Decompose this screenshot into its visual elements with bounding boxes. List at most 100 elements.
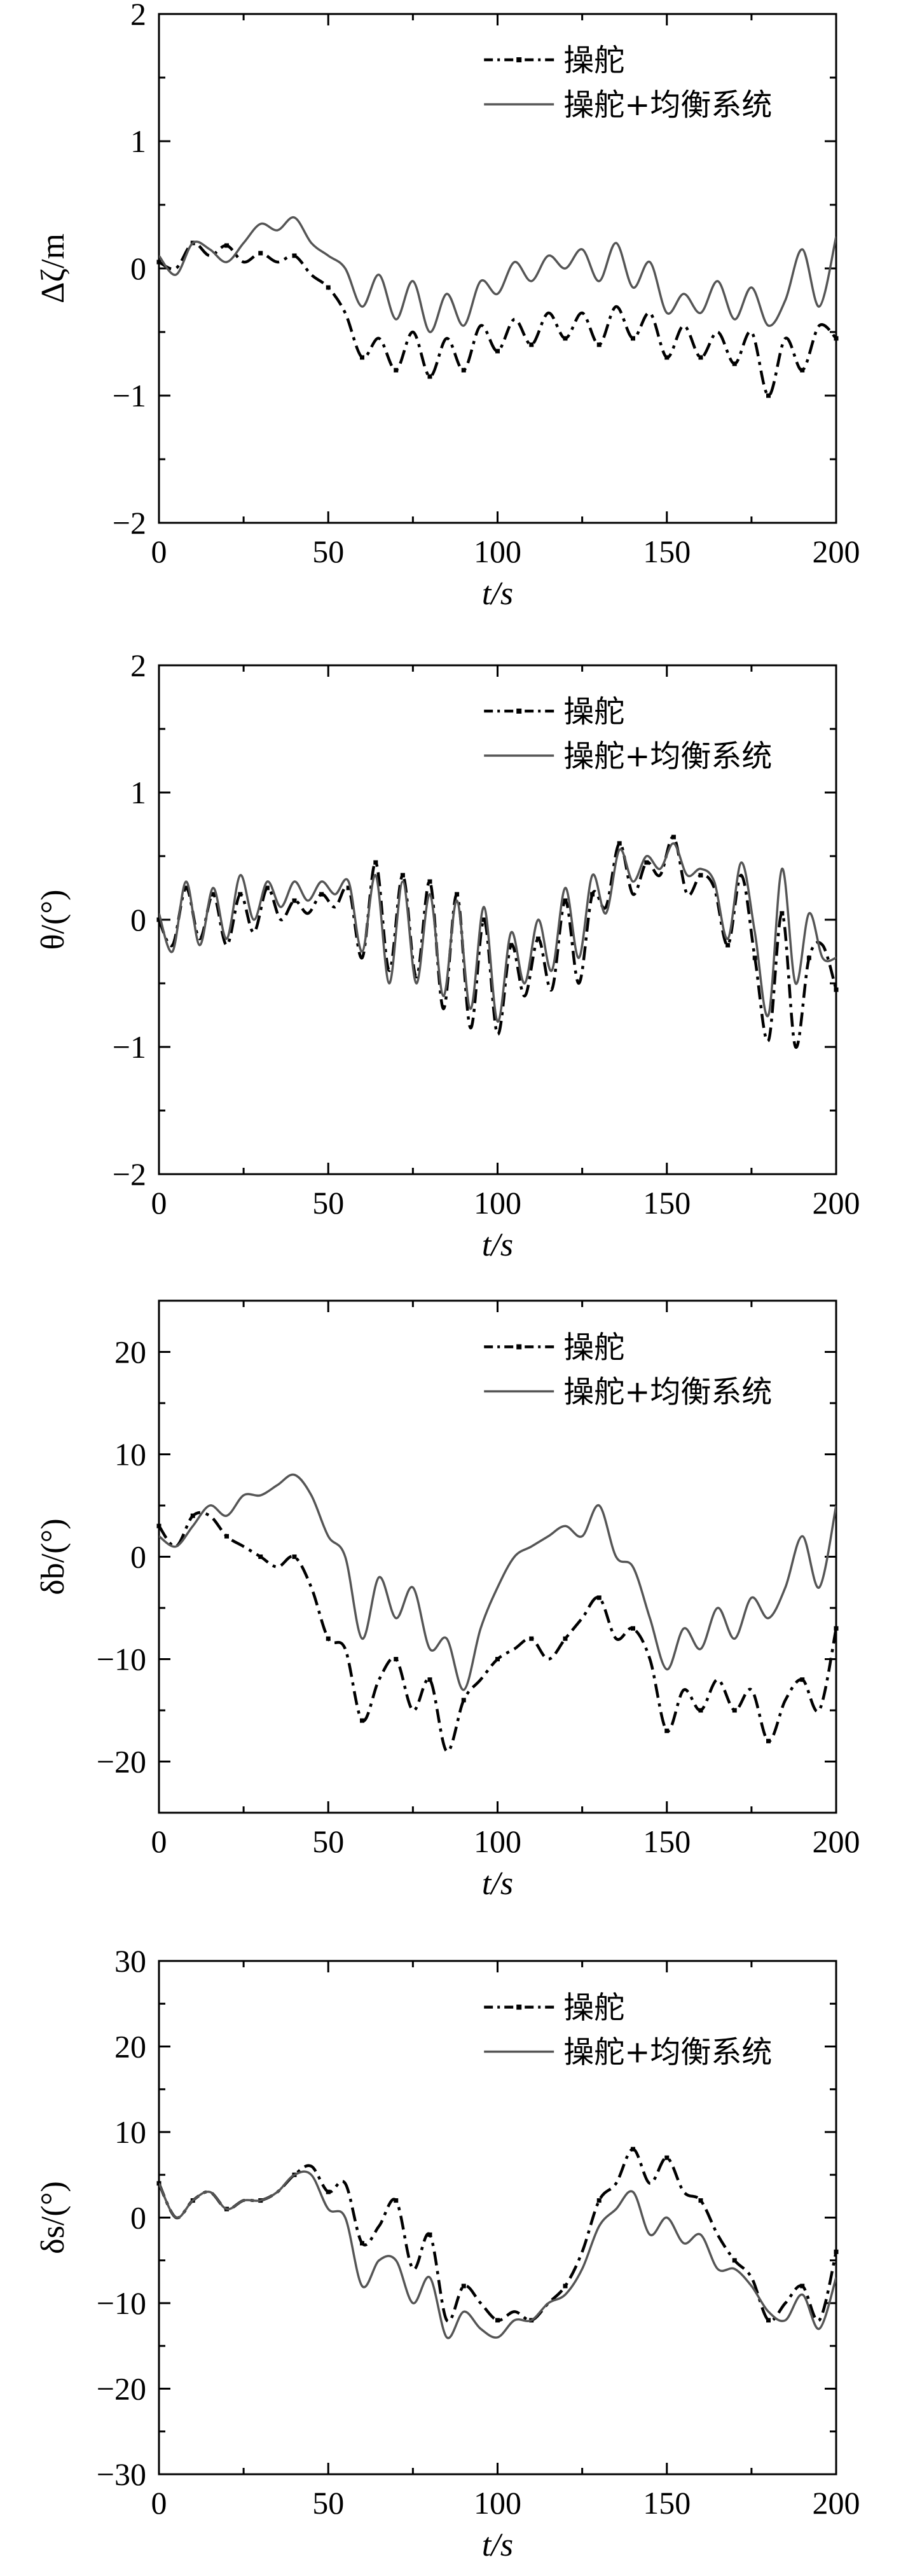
- x-tick-label: 200: [813, 1185, 860, 1221]
- data-point: [698, 355, 703, 360]
- data-point: [664, 2155, 670, 2160]
- data-point: [806, 955, 811, 960]
- x-tick-label: 150: [643, 534, 691, 569]
- x-tick-label: 200: [813, 2485, 860, 2521]
- y-tick-label: −10: [97, 1642, 146, 1677]
- data-point: [495, 349, 500, 354]
- data-point: [258, 1555, 263, 1559]
- data-point: [800, 2283, 805, 2289]
- data-point: [495, 1657, 500, 1661]
- data-point: [481, 917, 486, 922]
- series-line-2: [159, 216, 836, 333]
- data-point: [529, 342, 534, 347]
- legend-marker: [516, 2004, 522, 2010]
- data-point: [834, 336, 839, 341]
- data-point: [461, 368, 466, 373]
- series-line-2: [159, 1473, 836, 1691]
- y-tick-label: −20: [97, 2371, 146, 2407]
- y-tick-label: −20: [97, 1744, 146, 1780]
- y-tick-label: 0: [130, 2200, 146, 2236]
- data-point: [671, 834, 676, 840]
- x-tick-label: 0: [151, 1185, 167, 1221]
- data-point: [834, 1626, 839, 1631]
- y-tick-label: 0: [130, 1539, 146, 1575]
- y-tick-label: 10: [114, 1437, 146, 1472]
- data-point: [766, 393, 771, 398]
- data-point: [698, 873, 703, 878]
- x-tick-label: 200: [813, 534, 860, 569]
- series-line-1: [159, 1511, 836, 1753]
- chart-panel-4: 0 50 100 150 200 −30 −20 −10 0 10 20 30 t/s δs/(°) 操舵操…: [35, 1943, 860, 2563]
- data-point: [184, 885, 189, 890]
- data-point: [664, 1728, 670, 1733]
- y-axis-label: δb/(°): [35, 1518, 71, 1595]
- data-point: [319, 892, 324, 897]
- y-tick-label: 30: [114, 1943, 146, 1979]
- y-tick-label: 1: [130, 775, 146, 810]
- data-point: [590, 892, 595, 897]
- data-point: [766, 1738, 771, 1743]
- x-tick-label: 50: [312, 1185, 344, 1221]
- data-point: [726, 943, 731, 948]
- legend-marker: [516, 709, 522, 714]
- x-axis-label: t/s: [482, 1866, 513, 1902]
- data-point: [664, 355, 670, 360]
- data-point: [563, 2283, 568, 2289]
- y-tick-label: −1: [113, 378, 146, 413]
- data-point: [224, 1534, 229, 1539]
- y-tick-label: 2: [130, 0, 146, 32]
- y-tick-label: −30: [97, 2456, 146, 2492]
- data-point: [780, 911, 785, 916]
- data-point: [631, 2147, 635, 2152]
- data-point: [800, 368, 805, 373]
- data-point: [156, 1523, 162, 1528]
- data-point: [292, 1555, 297, 1559]
- y-tick-label: −10: [97, 2285, 146, 2321]
- series-line-2: [159, 2170, 836, 2339]
- data-point: [834, 2249, 839, 2254]
- data-point: [563, 898, 568, 903]
- data-point: [698, 1708, 703, 1713]
- x-tick-label: 0: [151, 2485, 167, 2521]
- data-point: [644, 860, 649, 865]
- x-tick-label: 100: [474, 2485, 521, 2521]
- y-axis-label: δs/(°): [35, 2181, 71, 2254]
- x-tick-label: 100: [474, 1824, 521, 1859]
- data-point: [563, 1636, 568, 1641]
- legend-label-2: 操舵+均衡系统: [563, 1374, 772, 1409]
- legend-label-2: 操舵+均衡系统: [563, 87, 772, 123]
- legend-label-1: 操舵: [563, 1990, 624, 2026]
- x-axis-label: t/s: [482, 2527, 513, 2563]
- data-point: [427, 2232, 432, 2237]
- data-point: [394, 1657, 399, 1661]
- data-point: [190, 1513, 195, 1518]
- data-point: [732, 361, 737, 366]
- x-axis-label: t/s: [482, 1227, 513, 1263]
- series-line-2: [159, 842, 836, 1023]
- x-tick-label: 100: [474, 534, 521, 569]
- data-point: [800, 1677, 805, 1682]
- data-point: [238, 892, 243, 897]
- x-tick-label: 50: [312, 2485, 344, 2521]
- data-point: [596, 1595, 602, 1600]
- data-point: [373, 860, 378, 865]
- data-point: [210, 892, 216, 897]
- data-point: [631, 1626, 635, 1631]
- data-point: [394, 2198, 399, 2203]
- legend-label-1: 操舵: [563, 43, 624, 78]
- data-point: [529, 1636, 534, 1641]
- data-point: [292, 253, 297, 258]
- y-tick-label: −2: [113, 1156, 146, 1192]
- data-point: [455, 892, 460, 897]
- y-tick-label: 0: [130, 251, 146, 286]
- data-point: [360, 355, 364, 360]
- legend-marker: [516, 57, 522, 62]
- chart-panel-3: 0 50 100 150 200 −20 −10 0 10 20 t/s δb/(°) 操舵操舵+均衡系…: [35, 1299, 860, 1902]
- data-point: [360, 1718, 364, 1723]
- data-point: [732, 1708, 737, 1713]
- data-point: [495, 2318, 500, 2323]
- data-point: [732, 2258, 737, 2263]
- data-point: [631, 336, 635, 341]
